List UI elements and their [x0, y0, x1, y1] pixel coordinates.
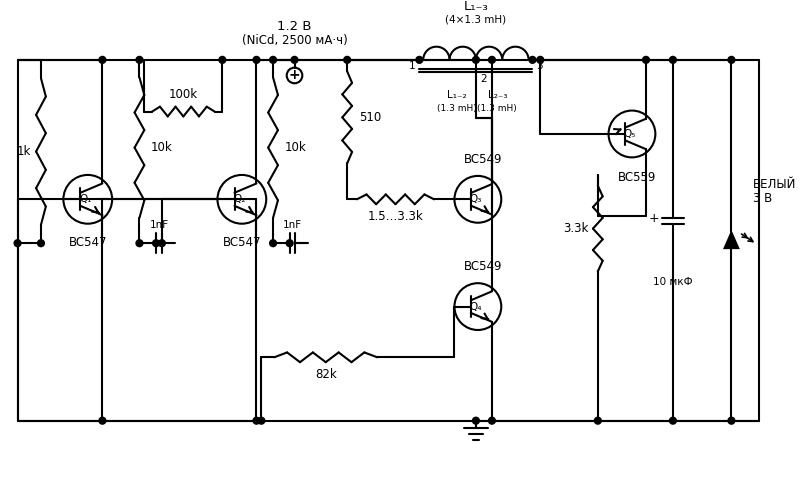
Circle shape [136, 240, 143, 247]
Text: 10 мкФ: 10 мкФ [653, 277, 693, 287]
Circle shape [594, 417, 602, 424]
Text: BC547: BC547 [222, 237, 261, 250]
Circle shape [728, 417, 735, 424]
Text: 1.2 В: 1.2 В [278, 20, 312, 33]
Text: (1.3 mH): (1.3 mH) [437, 104, 476, 113]
Circle shape [529, 56, 536, 63]
Circle shape [38, 240, 44, 247]
Circle shape [99, 417, 106, 424]
Text: +: + [289, 68, 300, 83]
Text: 2: 2 [480, 75, 486, 84]
Circle shape [642, 56, 650, 63]
Text: BC547: BC547 [69, 237, 107, 250]
Polygon shape [725, 232, 738, 248]
Text: 1.5…3.3k: 1.5…3.3k [367, 210, 423, 223]
Text: (4×1.3 mH): (4×1.3 mH) [446, 15, 506, 25]
Text: 1: 1 [409, 61, 415, 71]
Circle shape [286, 240, 293, 247]
Text: Q₁: Q₁ [79, 195, 92, 204]
Circle shape [473, 56, 479, 63]
Circle shape [270, 56, 277, 63]
Text: +: + [649, 212, 659, 225]
Text: 3 В: 3 В [753, 192, 772, 205]
Text: Q₄: Q₄ [470, 302, 482, 312]
Text: Q₅: Q₅ [624, 129, 636, 139]
Circle shape [489, 417, 495, 424]
Text: 10k: 10k [285, 141, 306, 154]
Circle shape [344, 56, 350, 63]
Circle shape [136, 56, 143, 63]
Circle shape [253, 56, 260, 63]
Text: 82k: 82k [315, 368, 337, 381]
Circle shape [14, 240, 21, 247]
Text: 510: 510 [359, 111, 381, 124]
Text: BC549: BC549 [463, 153, 502, 166]
Circle shape [153, 240, 159, 247]
Text: L₂₋₃: L₂₋₃ [488, 90, 507, 100]
Text: 10k: 10k [151, 141, 173, 154]
Circle shape [416, 56, 422, 63]
Text: BC549: BC549 [463, 261, 502, 273]
Circle shape [489, 56, 495, 63]
Text: 100k: 100k [169, 88, 198, 101]
Circle shape [537, 56, 544, 63]
Text: L₁₋₃: L₁₋₃ [463, 0, 488, 13]
Text: 3: 3 [536, 61, 543, 71]
Text: 1nF: 1nF [283, 219, 302, 229]
Text: BC559: BC559 [618, 171, 656, 184]
Text: 1k: 1k [17, 145, 31, 158]
Circle shape [258, 417, 265, 424]
Circle shape [473, 417, 479, 424]
Text: 1nF: 1nF [150, 219, 169, 229]
Circle shape [291, 56, 298, 63]
Text: L₁₋₂: L₁₋₂ [446, 90, 466, 100]
Circle shape [99, 56, 106, 63]
Text: (NiCd, 2500 мА·ч): (NiCd, 2500 мА·ч) [242, 34, 347, 47]
Circle shape [670, 56, 676, 63]
Circle shape [270, 240, 277, 247]
Circle shape [219, 56, 226, 63]
Text: БЕЛЫЙ: БЕЛЫЙ [753, 178, 796, 191]
Text: Q₂: Q₂ [234, 195, 246, 204]
Circle shape [670, 417, 676, 424]
Text: (1.3 mH): (1.3 mH) [478, 104, 518, 113]
Circle shape [728, 56, 735, 63]
Circle shape [253, 417, 260, 424]
Circle shape [158, 240, 166, 247]
Text: 3.3k: 3.3k [562, 222, 588, 235]
Text: Q₃: Q₃ [470, 195, 482, 204]
